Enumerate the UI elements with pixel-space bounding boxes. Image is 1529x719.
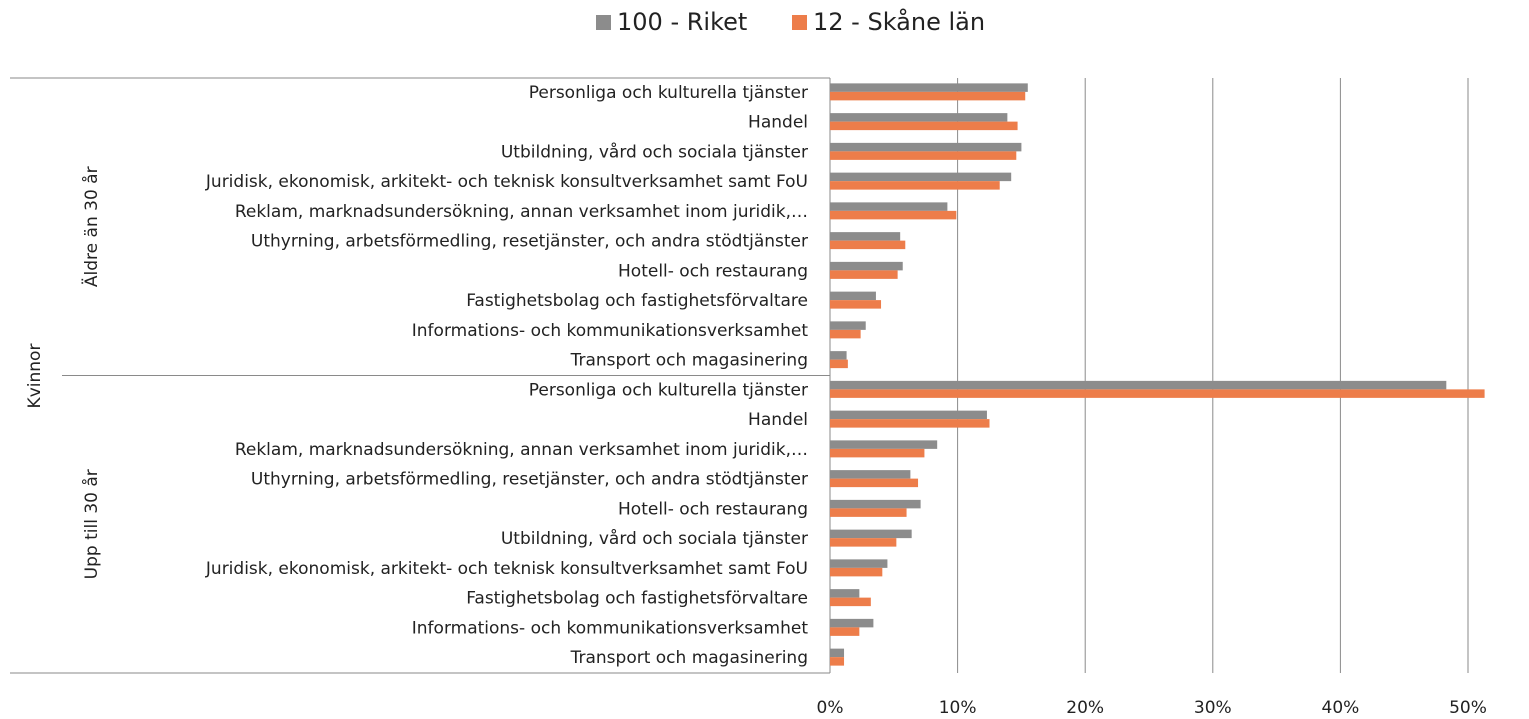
legend-swatch (596, 15, 611, 30)
group-label: Äldre än 30 år (81, 166, 102, 287)
y-tick-label: Personliga och kulturella tjänster (529, 380, 808, 400)
bar (830, 529, 912, 539)
outer-group-label: Kvinnor (25, 344, 45, 409)
y-tick-label: Utbildning, vård och sociala tjänster (501, 141, 808, 162)
group-label: Upp till 30 år (81, 469, 102, 579)
x-tick-label: 50% (1449, 698, 1487, 718)
bar (830, 300, 882, 309)
bar (830, 470, 911, 479)
bar (830, 478, 919, 488)
bar (830, 597, 871, 607)
bar (830, 91, 1026, 101)
legend-label: 12 - Skåne län (813, 7, 985, 36)
bar (830, 567, 883, 577)
y-tick-label: Juridisk, ekonomisk, arkitekt- och tekni… (205, 559, 808, 579)
bar (830, 589, 860, 598)
legend-swatch (792, 15, 807, 30)
y-tick-label: Transport och magasinering (570, 351, 808, 371)
legend-label: 100 - Riket (617, 8, 747, 36)
bar (830, 232, 901, 241)
y-tick-label: Uthyrning, arbetsförmedling, resetjänste… (251, 232, 808, 252)
bar (830, 321, 866, 330)
y-tick-label: Hotell- och restaurang (618, 499, 808, 519)
bar (830, 261, 903, 271)
bar (830, 648, 845, 658)
bar (830, 380, 1447, 390)
bar (830, 389, 1485, 398)
y-tick-label: Transport och magasinering (570, 648, 808, 668)
bar (830, 202, 948, 211)
bar (830, 499, 921, 509)
bar (830, 172, 1012, 182)
bar (830, 559, 888, 568)
bar (830, 151, 1017, 160)
bar (830, 113, 1008, 122)
y-tick-label: Reklam, marknadsundersökning, annan verk… (235, 440, 808, 460)
y-tick-label: Utbildning, vård och sociala tjänster (501, 528, 808, 549)
bar (830, 508, 907, 517)
bar (830, 440, 938, 449)
x-tick-label: 0% (817, 698, 844, 718)
x-tick-label: 30% (1194, 698, 1232, 718)
y-tick-label: Reklam, marknadsundersökning, annan verk… (235, 202, 808, 222)
bar (830, 627, 860, 636)
bar (830, 270, 898, 279)
bar (830, 291, 876, 301)
x-tick-label: 40% (1322, 698, 1360, 718)
bar (830, 538, 897, 547)
y-tick-label: Handel (748, 113, 808, 133)
y-tick-label: Fastighetsbolag och fastighetsförvaltare (466, 291, 808, 311)
bar (830, 181, 1000, 190)
bar (830, 359, 848, 369)
bar (830, 657, 845, 666)
x-tick-label: 20% (1066, 698, 1104, 718)
bar (830, 210, 957, 220)
y-tick-label: Uthyrning, arbetsförmedling, resetjänste… (251, 470, 808, 490)
y-tick-label: Hotell- och restaurang (618, 261, 808, 281)
bar (830, 410, 987, 420)
bar (830, 448, 925, 458)
y-tick-label: Handel (748, 410, 808, 430)
bar (830, 329, 861, 339)
bar (830, 419, 990, 428)
bar (830, 83, 1028, 92)
y-tick-label: Informations- och kommunikationsverksamh… (412, 321, 809, 341)
bar (830, 142, 1022, 152)
bar (830, 618, 874, 628)
y-tick-label: Personliga och kulturella tjänster (529, 83, 808, 103)
y-tick-label: Informations- och kommunikationsverksamh… (412, 618, 809, 638)
bar (830, 121, 1018, 131)
bar (830, 240, 906, 250)
x-tick-label: 10% (939, 698, 977, 718)
y-tick-label: Juridisk, ekonomisk, arkitekt- och tekni… (205, 172, 808, 192)
y-tick-label: Fastighetsbolag och fastighetsförvaltare (466, 589, 808, 609)
bar (830, 351, 847, 360)
